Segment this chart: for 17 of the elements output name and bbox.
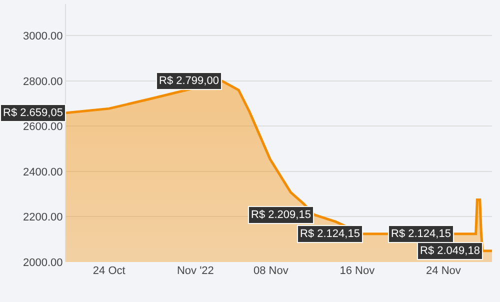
- x-tick-label: 08 Nov: [253, 265, 289, 277]
- y-tick-label: 2800.00: [23, 76, 63, 88]
- y-tick-label: 3000.00: [23, 30, 63, 43]
- data-label: R$ 2.209,15: [251, 209, 311, 221]
- x-tick-label: Nov '22: [176, 265, 214, 277]
- data-label: R$ 2.659,05: [3, 107, 63, 119]
- y-tick-label: 2000.00: [23, 256, 63, 269]
- data-label: R$ 2.049,18: [420, 245, 480, 257]
- y-tick-label: 2400.00: [23, 166, 63, 178]
- data-label: R$ 2.124,15: [300, 228, 360, 240]
- x-tick-label: 24 Oct: [92, 265, 126, 277]
- x-tick-label: 24 Nov: [426, 265, 462, 277]
- data-label: R$ 2.799,00: [159, 75, 219, 87]
- x-tick-label: 16 Nov: [340, 265, 376, 277]
- data-label: R$ 2.124,15: [391, 228, 451, 240]
- y-tick-label: 2200.00: [23, 212, 63, 224]
- y-tick-label: 2600.00: [23, 121, 63, 134]
